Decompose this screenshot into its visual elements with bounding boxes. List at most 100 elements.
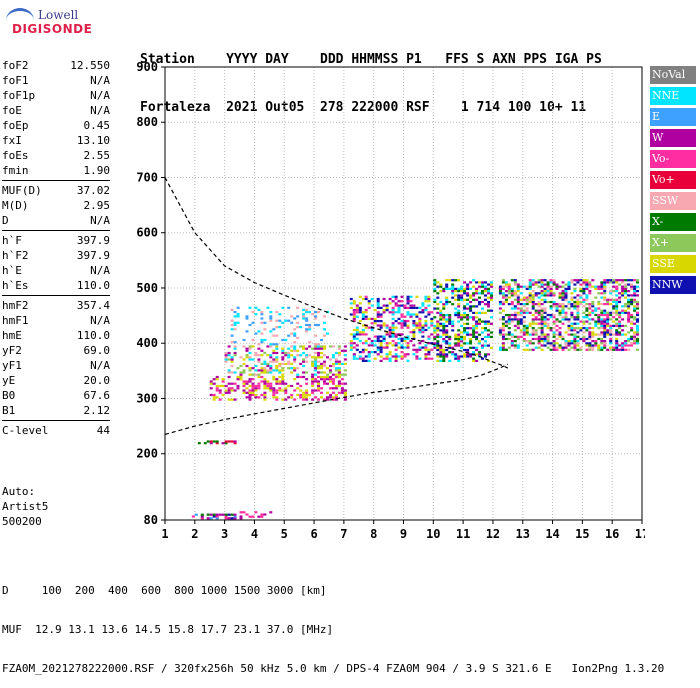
echo-point (585, 307, 589, 310)
echo-point (388, 326, 392, 329)
echo-point (507, 331, 511, 334)
echo-point (212, 393, 216, 397)
echo-point (430, 333, 434, 336)
echo-point (466, 292, 470, 295)
echo-point (478, 340, 481, 343)
echo-point (272, 375, 276, 379)
echo-point (615, 329, 619, 332)
echo-point (552, 283, 556, 286)
echo-point (382, 304, 386, 307)
param-separator (2, 180, 110, 181)
echo-point (320, 347, 323, 350)
echo-point (585, 329, 589, 332)
echo-point (227, 375, 231, 379)
echo-point (275, 334, 279, 337)
echo-point (519, 320, 523, 323)
echo-point (484, 290, 487, 293)
echo-point (543, 309, 547, 312)
echo-point (397, 300, 401, 303)
echo-point (603, 313, 607, 317)
echo-point (227, 389, 231, 392)
echo-point (615, 331, 619, 334)
echo-point (275, 382, 279, 385)
echo-point (355, 331, 359, 334)
param-label: hmF1 (2, 314, 29, 327)
echo-point (630, 283, 634, 286)
echo-point (490, 316, 493, 319)
echo-point (370, 328, 374, 332)
echo-point (445, 303, 449, 306)
x-tick-label: 11 (456, 527, 470, 541)
echo-point (230, 323, 234, 327)
echo-point (609, 327, 613, 330)
echo-point (516, 296, 520, 299)
param-row: B1 2.12 (2, 403, 110, 418)
echo-point (212, 398, 216, 401)
echo-point (242, 371, 246, 374)
echo-point (615, 300, 619, 304)
echo-point (627, 313, 631, 317)
echo-point (501, 281, 505, 284)
echo-point (382, 322, 386, 325)
echo-point (275, 396, 279, 399)
echo-point (326, 396, 329, 399)
echo-point (311, 378, 315, 381)
echo-point (373, 317, 377, 320)
echo-point (302, 351, 306, 355)
echo-point (513, 298, 517, 301)
echo-point (397, 309, 401, 312)
echo-point (343, 358, 347, 361)
echo-point (615, 322, 619, 325)
echo-point (230, 389, 234, 392)
echo-point (588, 313, 592, 317)
echo-point (621, 311, 625, 314)
echo-point (224, 513, 228, 516)
param-row: hmF1 N/A (2, 313, 110, 328)
echo-point (630, 327, 634, 330)
echo-point (543, 290, 547, 293)
echo-point (546, 313, 550, 317)
echo-point (287, 347, 291, 350)
echo-point (567, 329, 571, 332)
param-label: foEp (2, 119, 29, 132)
echo-point (469, 355, 473, 358)
echo-point (391, 333, 395, 336)
echo-point (269, 330, 273, 333)
echo-point (299, 345, 303, 348)
echo-point (394, 320, 398, 323)
echo-point (424, 295, 428, 298)
echo-point (251, 384, 255, 388)
echo-point (555, 329, 559, 332)
echo-point (388, 342, 392, 345)
echo-point (269, 319, 273, 322)
echo-point (314, 356, 318, 359)
echo-point (367, 302, 371, 305)
echo-point (561, 348, 565, 351)
echo-point (478, 311, 481, 314)
echo-point (540, 292, 544, 295)
station-header: Station YYYY DAY DDD HHMMSS P1 FFS S AXN… (140, 20, 602, 132)
echo-point (561, 311, 565, 314)
echo-point (475, 287, 479, 290)
echo-point (290, 362, 294, 365)
echo-point (528, 322, 532, 325)
echo-point (570, 327, 574, 330)
echo-point (615, 324, 619, 327)
echo-point (504, 283, 508, 286)
echo-point (537, 285, 541, 288)
echo-point (591, 333, 595, 336)
echo-point (358, 295, 362, 298)
echo-point (481, 292, 484, 295)
echo-point (564, 311, 568, 314)
echo-point (343, 349, 347, 352)
echo-point (248, 373, 252, 376)
echo-point (403, 322, 407, 325)
echo-point (278, 387, 282, 390)
echo-point (600, 313, 604, 317)
echo-point (606, 318, 610, 321)
footer-file-info: FZA0M_2021278222000.RSF / 320fx256h 50 k… (2, 662, 665, 675)
echo-point (281, 347, 285, 350)
echo-point (546, 300, 550, 304)
echo-point (391, 306, 395, 309)
echo-point (507, 322, 511, 325)
